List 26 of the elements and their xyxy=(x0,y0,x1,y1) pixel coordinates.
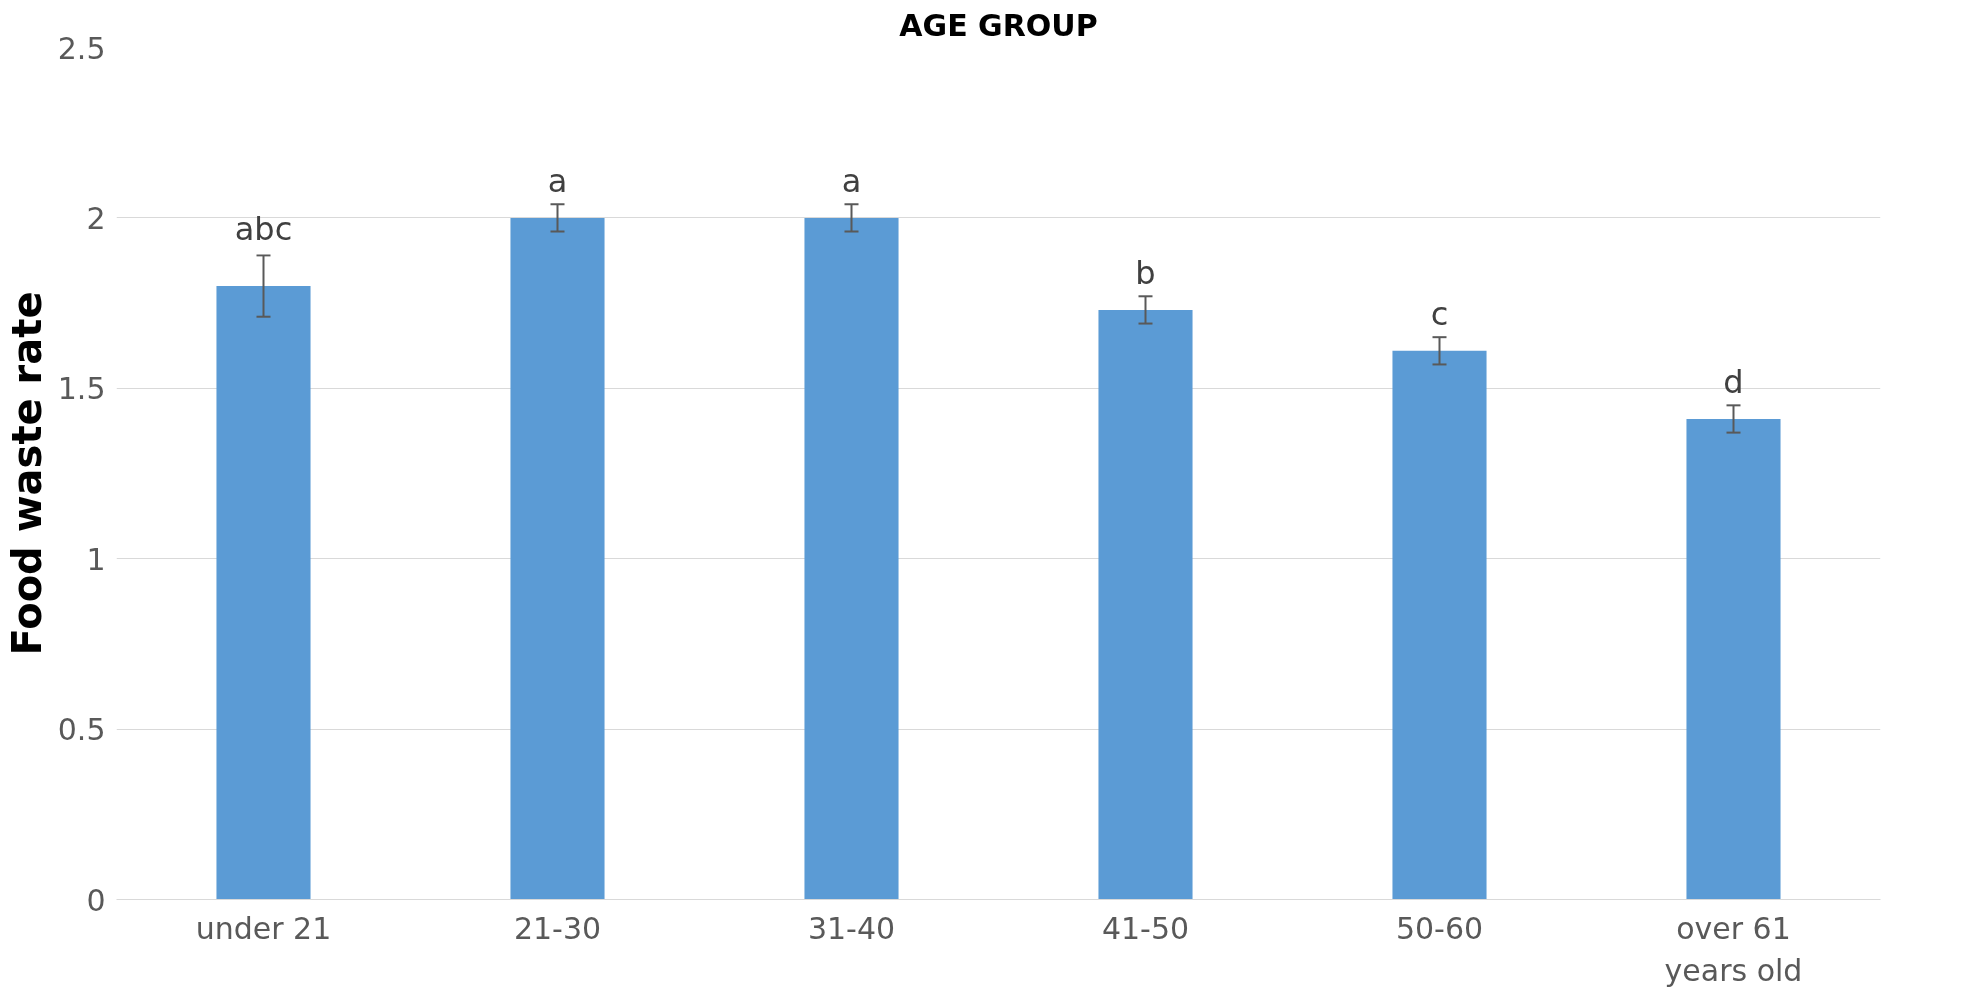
annotation: b xyxy=(1135,254,1156,293)
y-tick-label: 1 xyxy=(86,541,106,577)
annotation: a xyxy=(841,162,862,201)
annotation: a xyxy=(547,162,568,201)
x-tick-label: 41-50 xyxy=(1101,910,1190,946)
bar xyxy=(216,286,311,900)
y-tick-label: 0.5 xyxy=(57,712,106,748)
x-tick-label: 31-40 xyxy=(807,910,896,946)
annotation: abc xyxy=(234,209,293,248)
bar xyxy=(1686,418,1781,900)
bar xyxy=(804,217,899,900)
bar xyxy=(1392,350,1487,900)
x-tick-label: 50-60 xyxy=(1395,910,1484,946)
x-tick-label: over 61 years old xyxy=(1664,910,1803,988)
y-tick-label: 2 xyxy=(86,200,106,236)
y-tick-label: 2.5 xyxy=(57,30,106,66)
annotation: c xyxy=(1430,295,1449,334)
y-axis-title: Food waste rate xyxy=(3,291,50,656)
bar xyxy=(510,217,605,900)
bar xyxy=(1098,309,1193,900)
chart-title: AGE GROUP xyxy=(899,7,1098,43)
y-tick-label: 1.5 xyxy=(57,371,106,407)
annotation: d xyxy=(1723,363,1744,402)
y-tick-label: 0 xyxy=(86,882,106,918)
x-tick-label: under 21 xyxy=(195,910,332,946)
x-tick-label: 21-30 xyxy=(513,910,602,946)
